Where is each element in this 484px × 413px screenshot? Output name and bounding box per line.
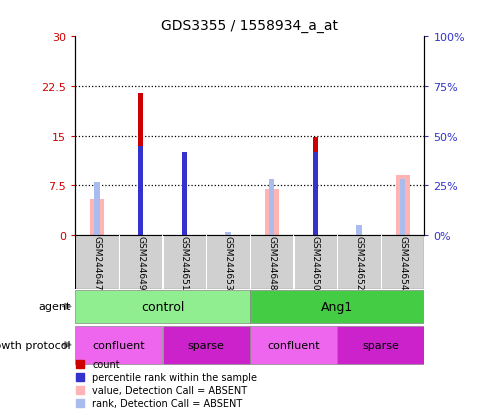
- Text: GSM244652: GSM244652: [354, 235, 363, 290]
- Text: growth protocol: growth protocol: [0, 340, 70, 350]
- Text: GSM244649: GSM244649: [136, 235, 145, 290]
- Bar: [249, 326, 336, 364]
- Bar: [75, 235, 119, 289]
- Text: agent: agent: [38, 301, 70, 312]
- Text: GSM244648: GSM244648: [267, 235, 275, 290]
- Bar: [138, 146, 143, 235]
- Text: Ang1: Ang1: [320, 300, 352, 313]
- Title: GDS3355 / 1558934_a_at: GDS3355 / 1558934_a_at: [161, 19, 337, 33]
- Bar: [138, 93, 143, 235]
- Text: GSM244651: GSM244651: [180, 235, 188, 290]
- Bar: [75, 290, 249, 323]
- Bar: [312, 153, 317, 235]
- Bar: [356, 225, 361, 235]
- Bar: [162, 235, 206, 289]
- Bar: [269, 179, 273, 235]
- Bar: [380, 235, 424, 289]
- Text: confluent: confluent: [267, 340, 319, 350]
- Text: sparse: sparse: [362, 340, 398, 350]
- Bar: [75, 326, 162, 364]
- Bar: [90, 199, 104, 235]
- Text: GSM244647: GSM244647: [92, 235, 101, 290]
- Text: GSM244650: GSM244650: [310, 235, 319, 290]
- Text: confluent: confluent: [92, 340, 145, 350]
- Bar: [225, 232, 230, 235]
- Bar: [293, 235, 336, 289]
- Bar: [119, 235, 162, 289]
- Text: control: control: [140, 300, 184, 313]
- Bar: [94, 183, 99, 235]
- Text: sparse: sparse: [187, 340, 224, 350]
- Text: GSM244653: GSM244653: [223, 235, 232, 290]
- Bar: [249, 290, 424, 323]
- Bar: [395, 176, 408, 235]
- Bar: [182, 153, 186, 235]
- Bar: [399, 179, 404, 235]
- Text: GSM244654: GSM244654: [397, 235, 406, 290]
- Legend: count, percentile rank within the sample, value, Detection Call = ABSENT, rank, : count, percentile rank within the sample…: [76, 360, 257, 408]
- Bar: [336, 235, 380, 289]
- Bar: [182, 153, 186, 235]
- Bar: [312, 138, 317, 235]
- Bar: [162, 326, 249, 364]
- Bar: [206, 235, 249, 289]
- Bar: [264, 189, 278, 235]
- Bar: [249, 235, 293, 289]
- Bar: [336, 326, 424, 364]
